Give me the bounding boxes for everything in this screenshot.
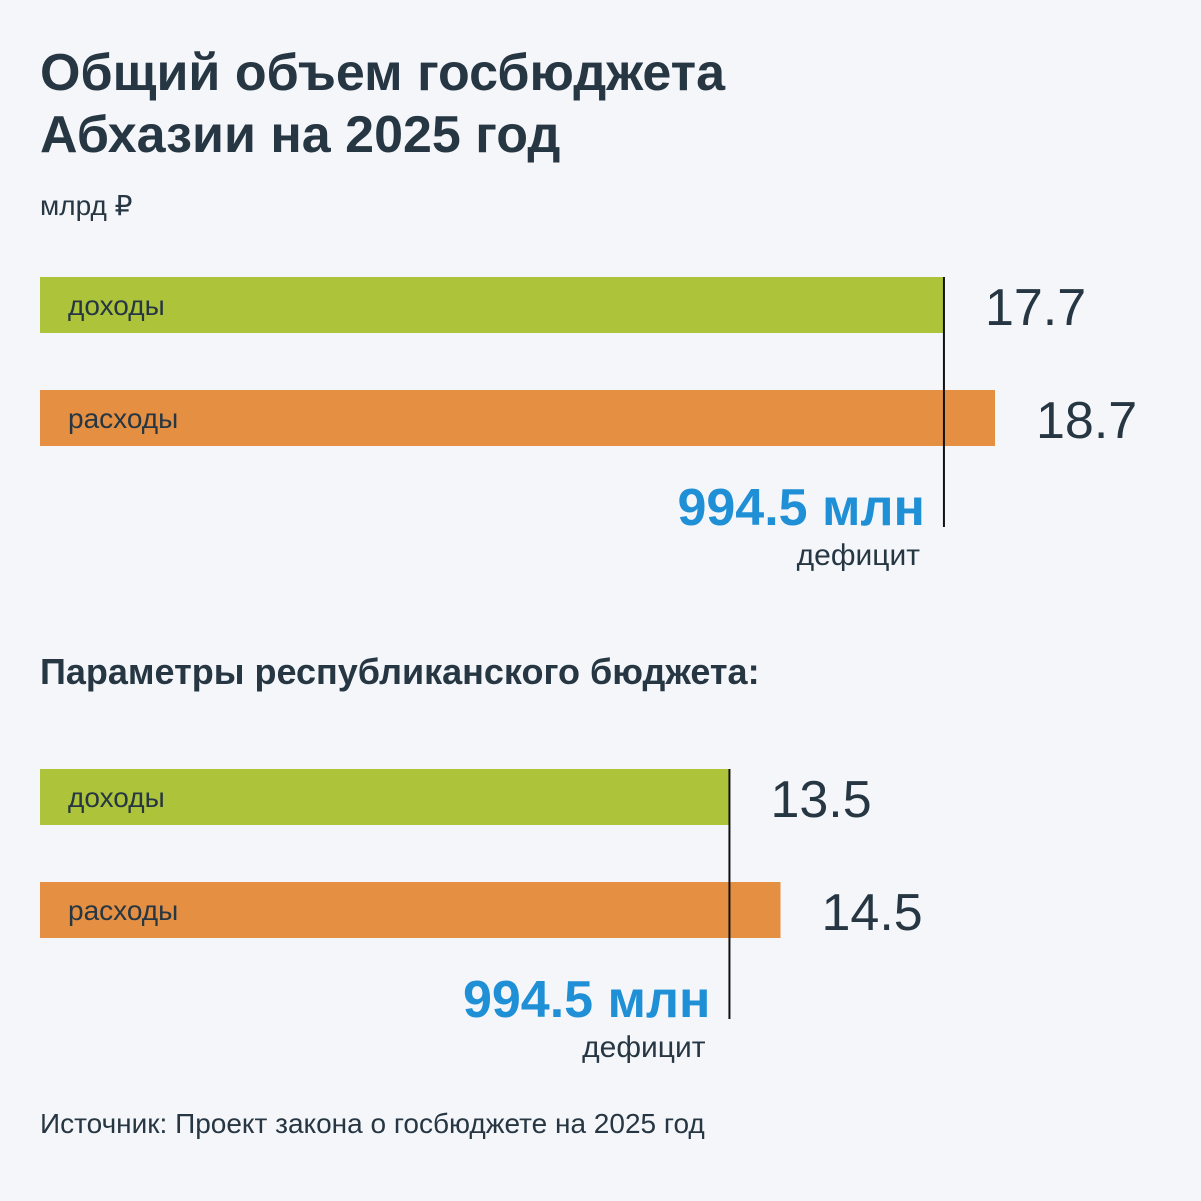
title-line: Абхазии на 2025 год [40, 106, 560, 164]
value-label: 14.5 [822, 884, 923, 942]
category-label: расходы [68, 895, 178, 926]
bar [40, 277, 944, 333]
value-label: 17.7 [985, 279, 1086, 337]
title-line: Общий объем госбюджета [40, 44, 726, 102]
deficit-value: 994.5 млн [677, 479, 924, 537]
value-label: 13.5 [770, 771, 871, 829]
category-label: доходы [68, 290, 165, 321]
bar [40, 882, 781, 938]
bar [40, 390, 996, 446]
subtitle: млрд ₽ [40, 190, 132, 221]
category-label: расходы [68, 403, 178, 434]
chart-title: Параметры республиканского бюджета: [40, 651, 760, 692]
source: Источник: Проект закона о госбюджете на … [40, 1108, 705, 1139]
value-label: 18.7 [1036, 392, 1137, 450]
deficit-label: дефицит [582, 1031, 706, 1064]
bar [40, 769, 730, 825]
deficit-value: 994.5 млн [463, 971, 710, 1029]
deficit-label: дефицит [797, 539, 921, 572]
category-label: доходы [68, 782, 165, 813]
